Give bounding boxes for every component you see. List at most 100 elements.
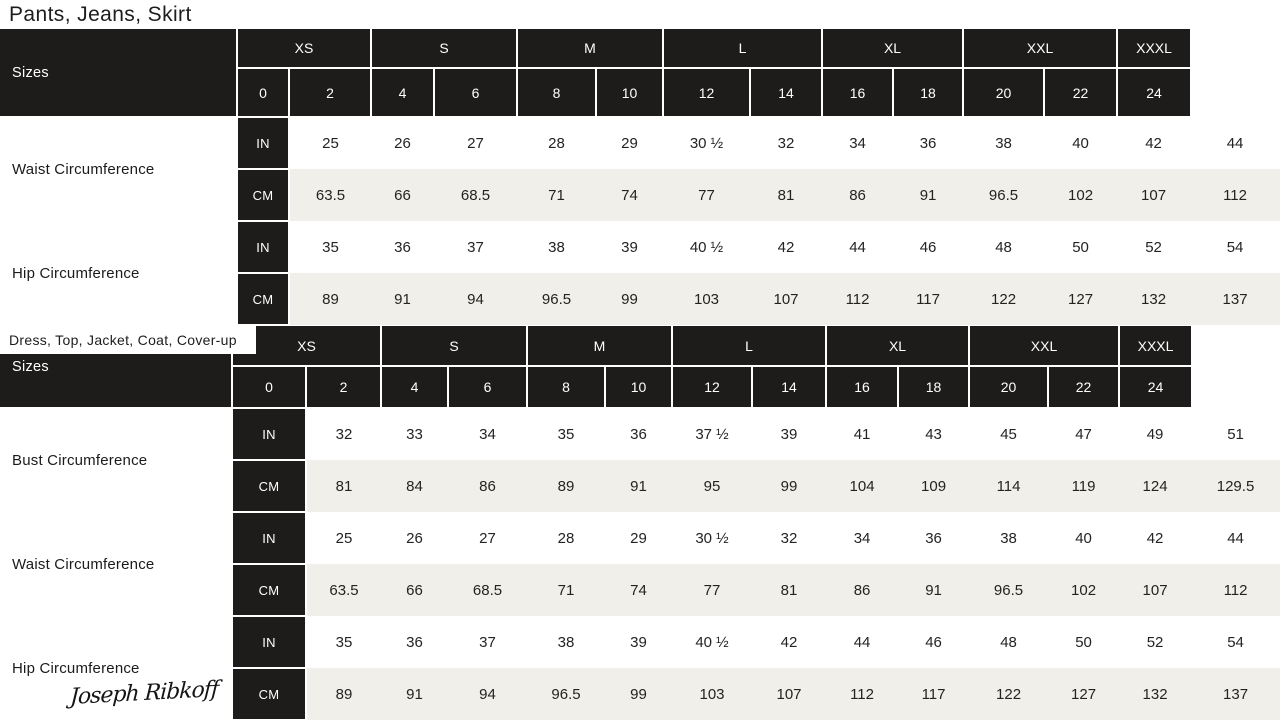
value-cell: 129.5 <box>1191 460 1280 512</box>
size-number-header-row: 0 2 4 6 8 10 12 14 16 18 20 22 24 <box>0 365 1280 409</box>
size-number-cell: 14 <box>751 365 828 409</box>
value-cell: 33 <box>381 408 448 460</box>
value-cell: 35 <box>527 408 605 460</box>
value-cell: 122 <box>969 668 1049 720</box>
size-group-header-row: Sizes XS S M L XL XXL XXXL <box>0 29 1280 118</box>
unit-cell: CM <box>231 459 307 513</box>
value-cell: 27 <box>448 512 527 564</box>
value-cell: 71 <box>517 169 596 221</box>
value-cell: 81 <box>306 460 381 512</box>
size-number-cell: 12 <box>662 67 752 118</box>
value-cell: 117 <box>898 668 970 720</box>
value-cell: 36 <box>371 221 434 273</box>
table-row: Bust Circumference IN 32 33 34 35 36 37 ½ 39 41 43… <box>0 407 1280 512</box>
size-number-cell: 24 <box>1116 67 1191 118</box>
value-cell: 45 <box>969 408 1049 460</box>
size-number-cell: 0 <box>236 67 290 118</box>
value-cell: 43 <box>898 408 970 460</box>
size-number-cell: 6 <box>433 67 518 118</box>
value-cell: 99 <box>596 273 664 325</box>
value-cell: 38 <box>517 221 596 273</box>
value-cell: 32 <box>306 408 381 460</box>
size-group-cell: XL <box>825 326 971 367</box>
value-cell: 42 <box>1119 512 1192 564</box>
table-row: CM 89 91 94 96.5 99 103 107 112 117 122 127 132 137 <box>0 272 1280 326</box>
value-cell: 39 <box>605 616 673 668</box>
value-cell: 68.5 <box>448 564 527 616</box>
unit-cell: IN <box>236 220 290 274</box>
size-number-cell: 2 <box>305 365 382 409</box>
value-cell: 44 <box>826 616 899 668</box>
value-cell: 112 <box>1190 169 1280 221</box>
value-cell: 30 ½ <box>663 117 751 169</box>
sizes-header-cell: Sizes <box>0 29 238 118</box>
value-cell: 81 <box>752 564 827 616</box>
value-cell: 48 <box>963 221 1045 273</box>
table-row: CM 63.5 66 68.5 71 74 77 81 86 91 96.5 102 107 112 <box>0 168 1280 222</box>
value-cell: 74 <box>605 564 673 616</box>
value-cell: 29 <box>605 512 673 564</box>
value-cell: 40 <box>1044 117 1118 169</box>
value-cell: 84 <box>381 460 448 512</box>
value-cell: 68.5 <box>434 169 517 221</box>
value-cell: 137 <box>1191 668 1280 720</box>
value-cell: 132 <box>1117 273 1191 325</box>
size-number-cell: 14 <box>749 67 824 118</box>
value-cell: 42 <box>752 616 827 668</box>
size-number-cell: 0 <box>231 365 307 409</box>
size-number-cell: 12 <box>671 365 754 409</box>
value-cell: 34 <box>448 408 527 460</box>
value-cell: 96.5 <box>969 564 1049 616</box>
value-cell: 137 <box>1190 273 1280 325</box>
value-cell: 37 ½ <box>672 408 753 460</box>
value-cell: 32 <box>750 117 823 169</box>
unit-cell: IN <box>231 407 307 461</box>
size-group-cell: XXL <box>962 29 1119 69</box>
value-cell: 94 <box>448 668 527 720</box>
table-row: CM 81 84 86 89 91 95 99 104 109 114 119 124 129.5 <box>0 459 1280 513</box>
value-cell: 103 <box>672 668 753 720</box>
value-cell: 119 <box>1048 460 1120 512</box>
value-cell: 37 <box>448 616 527 668</box>
value-cell: 107 <box>752 668 827 720</box>
value-cell: 112 <box>1191 564 1280 616</box>
value-cell: 25 <box>306 512 381 564</box>
value-cell: 36 <box>893 117 964 169</box>
value-cell: 50 <box>1048 616 1120 668</box>
unit-cell: IN <box>231 511 307 565</box>
size-number-cell: 16 <box>825 365 900 409</box>
value-cell: 38 <box>527 616 605 668</box>
value-cell: 86 <box>826 564 899 616</box>
value-cell: 32 <box>752 512 827 564</box>
value-cell: 117 <box>893 273 964 325</box>
size-group-cell: XS <box>236 29 372 69</box>
unit-cell: CM <box>231 667 307 720</box>
value-cell: 91 <box>381 668 448 720</box>
value-cell: 44 <box>822 221 894 273</box>
measurement-label: Waist Circumference <box>0 512 232 616</box>
value-cell: 112 <box>826 668 899 720</box>
unit-cell: CM <box>236 168 290 222</box>
measurement-label: Hip Circumference <box>0 221 237 325</box>
size-chart-table: Sizes XS S M L XL XXL XXXL 0 2 4 6 8 10 12 14 16 18 20 22 24… <box>0 29 1280 326</box>
value-cell: 25 <box>289 117 371 169</box>
size-number-cell: 8 <box>526 365 606 409</box>
value-cell: 49 <box>1119 408 1192 460</box>
size-group-cell: XXXL <box>1118 326 1192 367</box>
unit-cell: IN <box>236 116 290 170</box>
value-cell: 30 ½ <box>672 512 753 564</box>
value-cell: 34 <box>822 117 894 169</box>
size-number-cell: 16 <box>821 67 895 118</box>
value-cell: 40 ½ <box>672 616 753 668</box>
size-table-mount: Sizes XS S M L XL XXL XXXL 0 2 4 6 8 10 12 14 16 18 20 22 24… <box>0 326 1280 720</box>
size-number-cell: 8 <box>516 67 597 118</box>
value-cell: 46 <box>893 221 964 273</box>
value-cell: 40 <box>1048 512 1120 564</box>
value-cell: 89 <box>306 668 381 720</box>
size-group-cell: S <box>380 326 528 367</box>
size-group-cell: XL <box>821 29 965 69</box>
value-cell: 52 <box>1117 221 1191 273</box>
size-number-cell: 10 <box>594 67 665 118</box>
unit-cell: CM <box>231 563 307 617</box>
size-number-cell: 22 <box>1047 365 1121 409</box>
